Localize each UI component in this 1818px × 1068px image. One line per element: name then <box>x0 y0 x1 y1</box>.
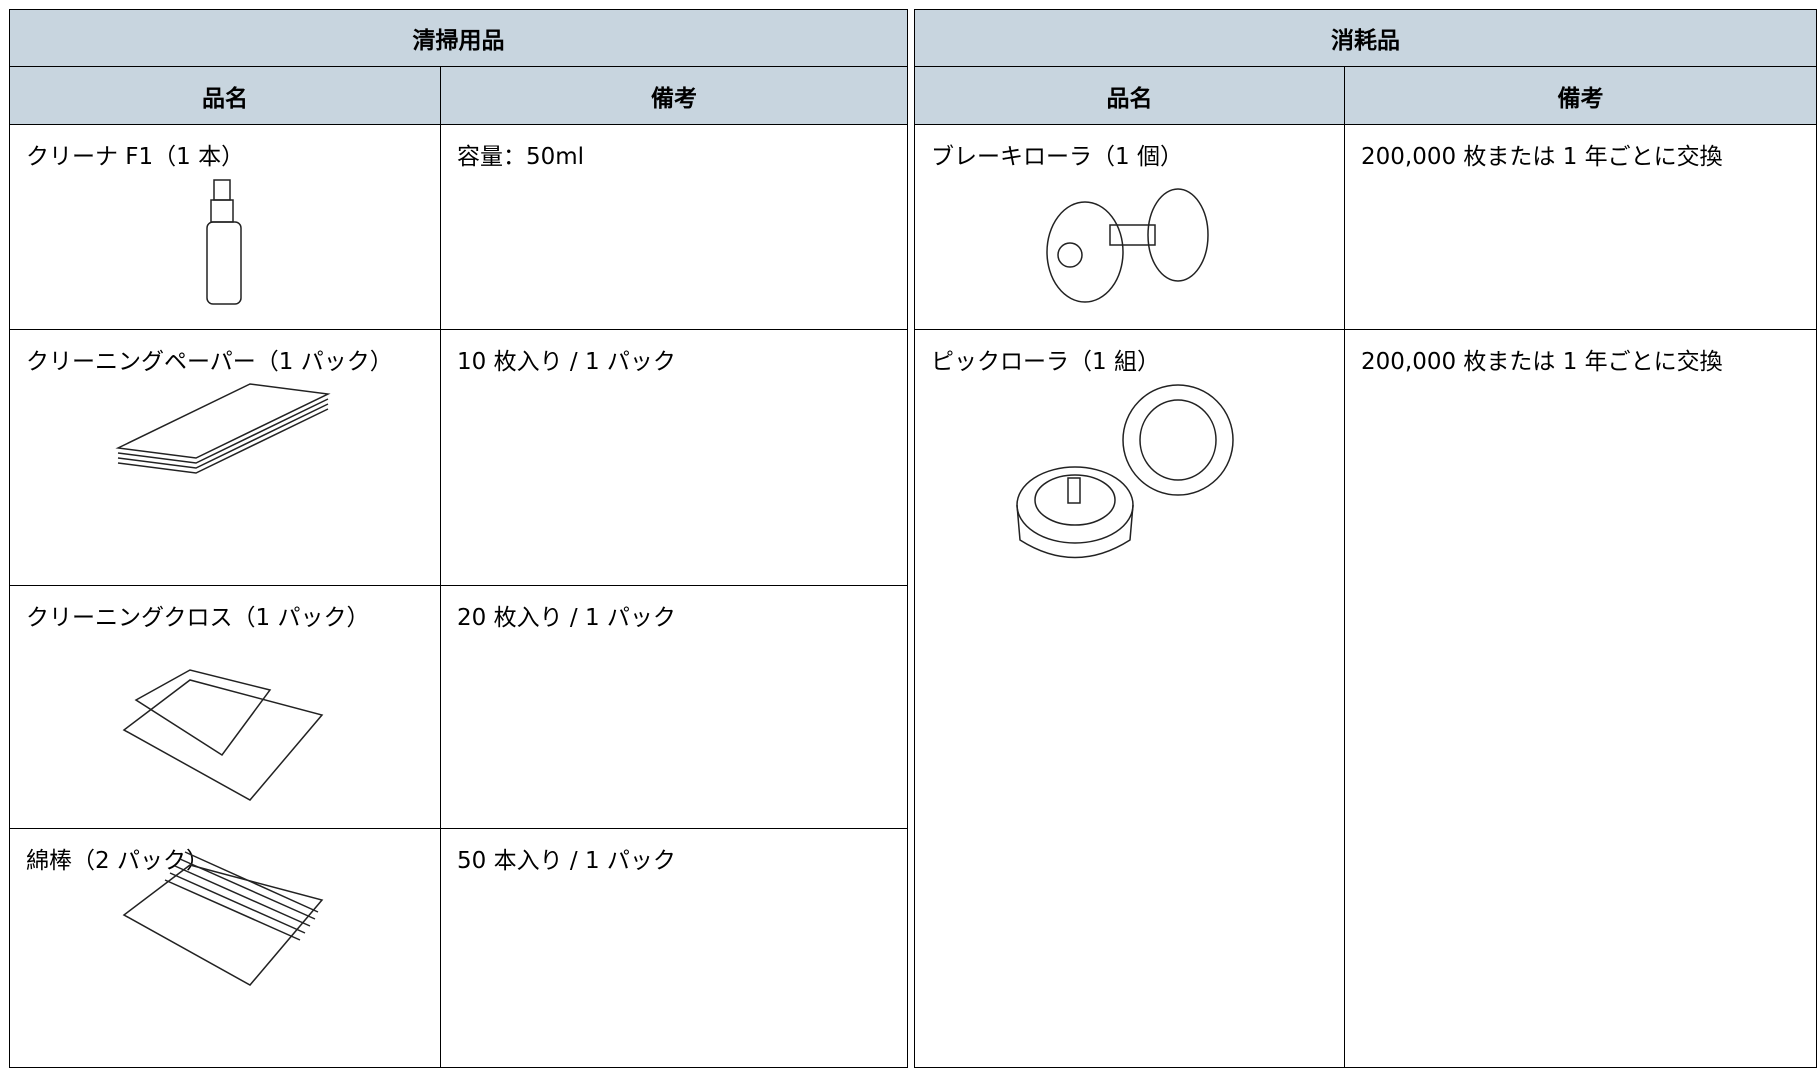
double-rule <box>914 9 915 1068</box>
column-header: 備考 <box>441 67 908 125</box>
item-name: クリーナ F1（1 本） <box>9 125 441 330</box>
item-note: 容量：50ml <box>441 125 908 330</box>
item-name: クリーニングペーパー（1 パック） <box>9 330 441 586</box>
item-name: クリーニングクロス（1 パック） <box>9 586 441 829</box>
item-note: 200,000 枚または 1 年ごとに交換 <box>1345 330 1817 1068</box>
item-name: ブレーキローラ（1 個） <box>915 125 1345 330</box>
item-note: 200,000 枚または 1 年ごとに交換 <box>1345 125 1817 330</box>
item-note: 20 枚入り / 1 パック <box>441 586 908 829</box>
column-header: 品名 <box>9 67 441 125</box>
item-note: 10 枚入り / 1 パック <box>441 330 908 586</box>
column-header: 品名 <box>915 67 1345 125</box>
group-header: 清掃用品 <box>9 9 908 67</box>
column-header: 備考 <box>1345 67 1817 125</box>
item-name: 綿棒（2 パック） <box>9 829 441 1068</box>
item-name: ピックローラ（1 組） <box>915 330 1345 1068</box>
item-note: 50 本入り / 1 パック <box>441 829 908 1068</box>
group-header: 消耗品 <box>915 9 1817 67</box>
